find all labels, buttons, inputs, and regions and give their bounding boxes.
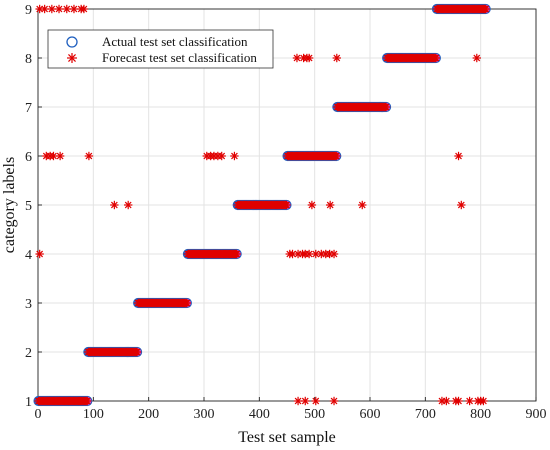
forecast-misclassified-point (472, 53, 481, 63)
forecast-misclassified-point (442, 396, 451, 406)
y-tick-label: 5 (25, 199, 32, 214)
axes: 0 100 200 300 400 500 600 700 800 900 1 2 3 4 5 6 7 8 9 (25, 3, 547, 422)
forecast-misclassified-point (55, 151, 65, 161)
forecast-misclassified-point (457, 200, 466, 210)
legend-forecast-marker (67, 53, 77, 63)
forecast-misclassified-point (332, 53, 341, 63)
y-tick-label: 1 (25, 395, 32, 410)
forecast-misclassified-point (40, 4, 49, 14)
x-tick-label: 600 (360, 407, 381, 422)
forecast-misclassified-point (54, 4, 64, 14)
forecast-misclassified-point (307, 200, 317, 210)
x-tick-label: 900 (526, 407, 547, 422)
forecast-misclassified-point (230, 151, 239, 161)
forecast-misclassified-point (311, 396, 320, 406)
x-tick-label: 500 (304, 407, 325, 422)
forecast-segment (183, 249, 241, 259)
legend-actual-marker (66, 36, 78, 48)
legend: Actual test set classification Forecast … (47, 29, 274, 69)
x-tick-label: 200 (138, 407, 159, 422)
y-axis-title: category labels (1, 157, 18, 253)
forecast-misclassified-point (454, 396, 463, 406)
y-tick-label: 3 (25, 297, 32, 312)
forecast-segment (333, 102, 391, 112)
y-tick-label: 6 (25, 150, 32, 165)
forecast-misclassified-point (84, 151, 94, 161)
forecast-misclassified-point (358, 200, 367, 210)
x-tick-label: 300 (194, 407, 215, 422)
legend-asterisk (67, 53, 77, 63)
forecast-misclassified-point (35, 249, 44, 259)
forecast-point (232, 249, 241, 259)
forecast-series (34, 4, 490, 406)
forecast-point (83, 396, 92, 406)
forecast-segment (432, 4, 490, 14)
forecast-point (431, 53, 441, 63)
y-tick-label: 2 (25, 346, 32, 361)
forecast-point (332, 151, 341, 161)
forecast-misclassified-point (110, 200, 119, 210)
forecast-misclassified-point (47, 4, 57, 14)
forecast-segment (382, 53, 441, 63)
forecast-point (182, 298, 192, 308)
y-tick-label: 9 (25, 3, 32, 18)
forecast-point (282, 200, 291, 210)
x-tick-label: 0 (35, 407, 42, 422)
y-tick-label: 7 (25, 101, 32, 116)
forecast-misclassified-point (329, 396, 339, 406)
legend-forecast-label: Forecast test set classification (102, 50, 257, 65)
forecast-segment (84, 347, 142, 357)
x-tick-label: 700 (415, 407, 436, 422)
forecast-misclassified-point (79, 4, 89, 14)
legend-actual-label: Actual test set classification (102, 34, 248, 49)
forecast-misclassified-point (123, 200, 133, 210)
forecast-misclassified-point (325, 200, 335, 210)
forecast-segment (133, 298, 192, 308)
x-tick-label: 400 (249, 407, 270, 422)
x-tick-label: 100 (83, 407, 104, 422)
x-axis-title: Test set sample (238, 429, 336, 446)
forecast-segment (34, 396, 92, 406)
forecast-misclassified-point (479, 396, 488, 406)
forecast-misclassified-point (454, 151, 463, 161)
x-tick-label: 800 (470, 407, 491, 422)
forecast-misclassified-point (329, 249, 339, 259)
forecast-misclassified-point (304, 53, 314, 63)
forecast-segment (283, 151, 341, 161)
forecast-misclassified-point (62, 4, 71, 14)
forecast-misclassified-point (301, 396, 310, 406)
forecast-misclassified-point (293, 396, 303, 406)
forecast-point (132, 347, 142, 357)
y-tick-label: 4 (25, 248, 32, 263)
forecast-misclassified-point (69, 4, 79, 14)
forecast-segment (233, 200, 291, 210)
legend-box (47, 29, 274, 69)
forecast-misclassified-point (465, 396, 474, 406)
forecast-misclassified-point (217, 151, 226, 161)
forecast-point (481, 4, 490, 14)
y-tick-label: 8 (25, 52, 32, 67)
forecast-point (381, 102, 391, 112)
